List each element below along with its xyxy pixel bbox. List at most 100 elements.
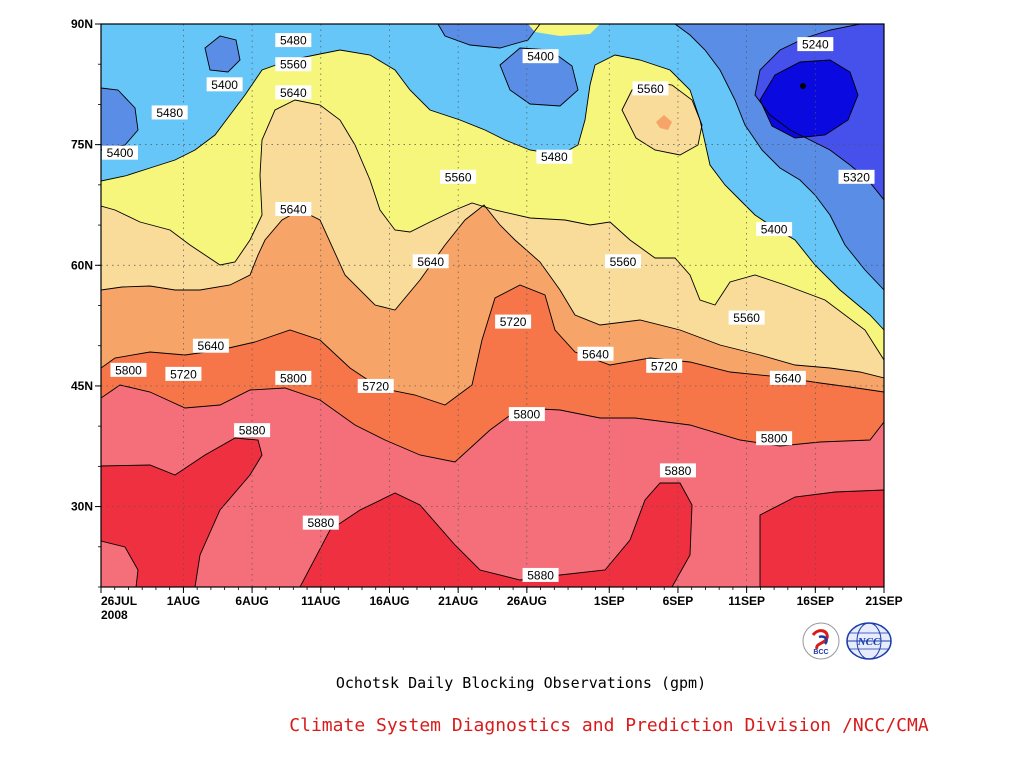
blob-5400-northwest <box>101 88 138 150</box>
contour-label: 5480 <box>536 149 573 164</box>
contour-label: 5240 <box>797 37 834 52</box>
contour-label-bg <box>508 407 545 422</box>
contour-line-5720 <box>101 284 884 406</box>
y-tick-label: 60N <box>71 258 93 272</box>
y-tick-label: 30N <box>71 500 93 514</box>
contour-label-bg <box>275 201 312 216</box>
contour-label: 5640 <box>577 346 614 361</box>
ncc-logo: NCC <box>846 622 892 660</box>
contour-label-bg <box>440 169 477 184</box>
warm-island-north-core <box>656 115 672 130</box>
contour-label-bg <box>838 169 875 184</box>
bcc-logo: BCC <box>802 622 840 660</box>
ncc-logo-text: NCC <box>857 636 881 648</box>
contour-label: 5480 <box>275 33 312 48</box>
contour-label: 5880 <box>302 515 339 530</box>
x-tick-label: 11AUG <box>301 594 340 608</box>
x-tick-label: 16AUG <box>369 594 409 608</box>
contour-label-bg <box>522 49 559 64</box>
contour-label: 5880 <box>522 567 559 582</box>
contour-label-text: 5480 <box>280 34 307 48</box>
contour-label-text: 5400 <box>107 146 134 160</box>
band-below-5240 <box>760 60 858 138</box>
contour-line-5880d <box>759 489 884 587</box>
ticks-layer <box>95 23 885 593</box>
contour-line-5880 <box>101 540 139 587</box>
contour-label: 5400 <box>756 222 793 237</box>
contour-label-bg <box>102 145 138 160</box>
contour-label-bg <box>151 105 188 120</box>
contour-line-blob3 <box>499 47 579 107</box>
contour-label-text: 5800 <box>115 363 142 377</box>
contour-line-5640 <box>101 204 884 379</box>
contour-label: 5720 <box>357 378 394 393</box>
contour-label-bg <box>756 431 793 446</box>
contour-label-bg <box>797 37 834 52</box>
blob-5400-north-1 <box>205 36 240 72</box>
contour-label: 5640 <box>275 85 312 100</box>
x-tick-label: 21SEP <box>865 594 902 608</box>
contour-label-text: 5800 <box>761 432 788 446</box>
contour-label-bg <box>728 310 765 325</box>
contour-label-bg <box>522 567 559 582</box>
contour-label: 5640 <box>769 370 806 385</box>
x-tick-label: 16SEP <box>797 594 834 608</box>
contour-label-bg <box>495 314 532 329</box>
y-tick-label: 90N <box>71 17 93 31</box>
contour-label-text: 5640 <box>582 347 609 361</box>
x-tick-label: 1SEP <box>594 594 625 608</box>
chart-title: Ochotsk Daily Blocking Observations (gpm… <box>336 674 706 692</box>
contour-label-text: 5720 <box>500 315 527 329</box>
contour-label-text: 5640 <box>280 202 307 216</box>
contour-line-5240 <box>759 59 859 139</box>
contour-label-text: 5560 <box>637 82 664 96</box>
contour-label-text: 5800 <box>280 371 307 385</box>
contour-label-text: 5560 <box>610 255 637 269</box>
y-tick-label: 75N <box>71 138 93 152</box>
x-tick-label: 26JUL <box>101 594 137 608</box>
minimum-marker <box>800 83 806 89</box>
chart-credit: Climate System Diagnostics and Predictio… <box>289 715 929 736</box>
contour-label-bg <box>357 378 394 393</box>
contour-label-text: 5400 <box>761 223 788 237</box>
contour-line-5880b <box>101 437 263 587</box>
x-axis-labels: 26JUL 1AUG 6AUG 11AUG 16AUG 21AUG 26AUG 1SEP 6SE… <box>101 594 903 608</box>
contour-label-text: 5480 <box>156 106 183 120</box>
contour-labels-layer: 5240 5320 5400 5400 5400 5400 5480 5480 5480 5560… <box>102 33 875 582</box>
contour-label: 5640 <box>275 201 312 216</box>
contour-label-bg <box>110 362 147 377</box>
contour-label: 5560 <box>728 310 765 325</box>
contour-label-bg <box>165 366 202 381</box>
y-axis-labels: 30N 45N 60N 75N 90N <box>71 17 93 514</box>
contour-label-bg <box>632 81 669 96</box>
contour-label-text: 5720 <box>362 379 389 393</box>
band-5800-5880-lower <box>101 541 138 587</box>
bcc-logo-text: BCC <box>813 649 828 656</box>
contour-label-text: 5320 <box>843 170 870 184</box>
contour-label: 5400 <box>522 49 559 64</box>
contour-label: 5720 <box>165 366 202 381</box>
contour-label-bg <box>192 338 229 353</box>
contour-label: 5560 <box>605 254 641 269</box>
y-tick-label: 45N <box>71 379 93 393</box>
contour-label-text: 5880 <box>307 516 334 530</box>
contour-label-text: 5640 <box>280 86 307 100</box>
x-tick-label: 26AUG <box>507 594 547 608</box>
contour-label-text: 5400 <box>211 78 238 92</box>
contour-label-text: 5560 <box>445 170 472 184</box>
blob-5400-top <box>438 24 540 48</box>
contour-label-text: 5720 <box>170 367 197 381</box>
contour-label-text: 5480 <box>541 150 568 164</box>
contour-line-5400 <box>674 24 884 291</box>
contour-label-text: 5880 <box>665 464 692 478</box>
contour-label-bg <box>756 222 793 237</box>
contour-label-bg <box>206 77 243 92</box>
contour-label: 5320 <box>838 169 875 184</box>
contour-label-text: 5640 <box>774 371 801 385</box>
contour-label: 5480 <box>151 105 188 120</box>
contour-label-bg <box>659 463 696 478</box>
contour-label-bg <box>605 254 641 269</box>
contour-label-bg <box>536 149 573 164</box>
x-axis-year-label: 2008 <box>101 608 128 622</box>
